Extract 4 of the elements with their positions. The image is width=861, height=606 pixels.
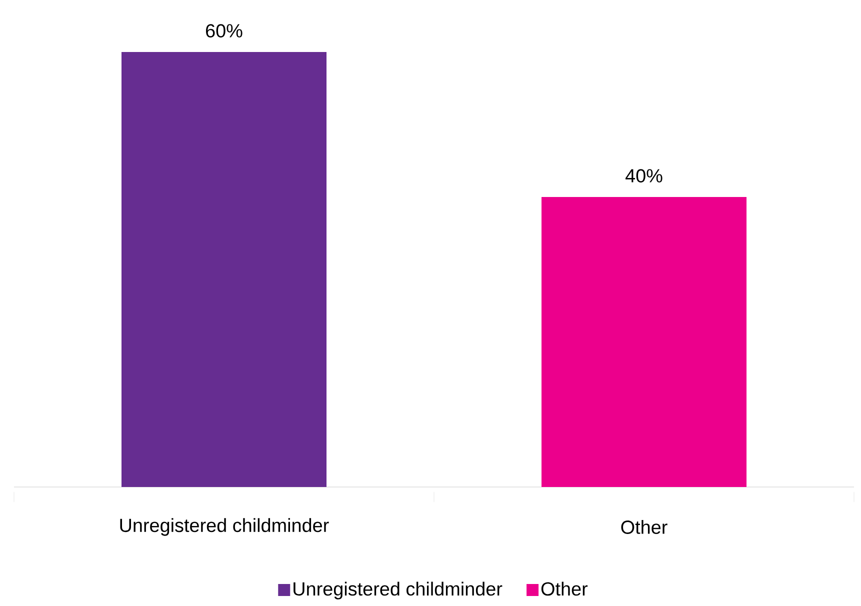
legend-label: Unregistered childminder — [294, 582, 502, 600]
data-label: 40% — [626, 169, 662, 182]
data-label: 60% — [206, 24, 242, 38]
legend-label: Other — [541, 582, 588, 596]
